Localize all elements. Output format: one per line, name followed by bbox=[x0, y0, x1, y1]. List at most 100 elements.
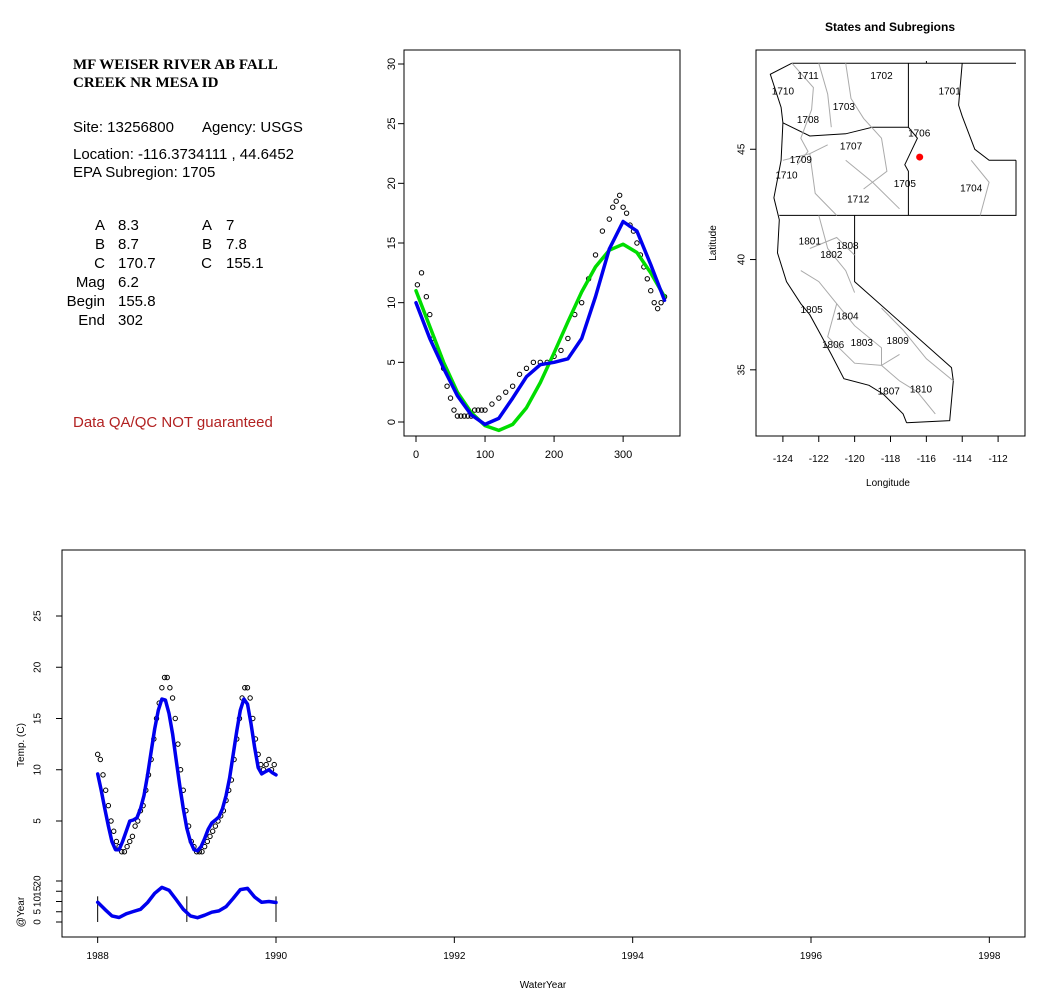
subregion-label: 1706 bbox=[908, 128, 931, 139]
param-label: Mag bbox=[75, 274, 105, 291]
y-axis-label: Latitude bbox=[708, 225, 719, 261]
y-tick-label: 15 bbox=[386, 237, 398, 249]
data-point bbox=[620, 204, 626, 210]
data-point bbox=[503, 389, 509, 395]
data-point bbox=[159, 685, 165, 691]
data-point bbox=[172, 715, 178, 722]
data-point bbox=[97, 756, 104, 763]
param-value: 155.1 bbox=[226, 255, 264, 272]
data-point bbox=[207, 833, 213, 840]
y-tick-label: 10 bbox=[33, 764, 44, 776]
x-tick-label: -116 bbox=[917, 454, 937, 465]
subregion-label: 1704 bbox=[960, 184, 983, 195]
param-value: 6.2 bbox=[118, 274, 139, 291]
data-point bbox=[489, 401, 495, 407]
data-point bbox=[418, 270, 425, 276]
subregion-label: 1702 bbox=[870, 71, 893, 82]
subregion-label: 1712 bbox=[847, 195, 870, 206]
data-point bbox=[271, 761, 277, 768]
data-point bbox=[658, 299, 664, 306]
param-label: End bbox=[78, 312, 105, 329]
param-label: B bbox=[201, 236, 212, 253]
data-point bbox=[244, 685, 251, 691]
subregion-label: 1808 bbox=[836, 241, 859, 252]
x-tick-label: 1990 bbox=[265, 951, 288, 962]
data-point bbox=[509, 383, 516, 389]
y-tick-label: 5 bbox=[33, 818, 44, 824]
data-point bbox=[634, 240, 640, 246]
site-info-panel: MF WEISER RIVER AB FALL CREEK NR MESA ID… bbox=[0, 0, 390, 500]
y-axis-label: @Year bbox=[16, 896, 27, 927]
y-tick-label: 25 bbox=[33, 610, 44, 622]
x-tick-label: 0 bbox=[413, 449, 419, 461]
subregion-label: 1709 bbox=[790, 155, 813, 166]
data-point bbox=[475, 407, 481, 413]
data-point bbox=[427, 311, 433, 318]
data-point bbox=[100, 772, 106, 778]
subregion-label: 1806 bbox=[822, 340, 845, 351]
data-point bbox=[414, 282, 421, 288]
data-point bbox=[451, 407, 457, 413]
blue-fit-line bbox=[414, 219, 667, 427]
subregion-label: 1703 bbox=[833, 102, 856, 113]
data-point bbox=[102, 787, 109, 793]
subregion-boundary bbox=[809, 236, 855, 256]
x-tick-label: -112 bbox=[988, 454, 1008, 465]
data-point bbox=[606, 216, 613, 222]
subregion-label: 1809 bbox=[887, 336, 910, 347]
site-location-marker bbox=[916, 153, 924, 161]
data-point bbox=[644, 276, 650, 282]
x-tick-label: 1992 bbox=[443, 951, 466, 962]
x-tick-label: 300 bbox=[614, 449, 632, 461]
subregion-label: 1801 bbox=[799, 237, 822, 248]
param-label: A bbox=[201, 217, 212, 234]
data-point bbox=[471, 407, 478, 413]
data-point bbox=[651, 299, 657, 306]
data-point bbox=[578, 299, 585, 306]
param-label: Begin bbox=[66, 293, 105, 310]
y-tick-label: 0 bbox=[33, 919, 44, 925]
data-point bbox=[167, 685, 173, 691]
location: Location: -116.3734111 , 44.6452 bbox=[73, 146, 295, 163]
subregion-label: 1805 bbox=[800, 305, 823, 316]
data-point bbox=[461, 413, 468, 419]
data-point bbox=[209, 828, 216, 834]
data-point bbox=[105, 802, 112, 809]
series-frame bbox=[61, 549, 1026, 938]
data-point bbox=[458, 413, 464, 419]
data-point bbox=[565, 335, 571, 342]
coastline bbox=[769, 62, 908, 423]
y-axis-label: Temp. (C) bbox=[16, 723, 27, 767]
subregion-boundary bbox=[881, 365, 936, 415]
data-point bbox=[247, 695, 253, 701]
param-label: C bbox=[201, 255, 212, 272]
y-tick-label: 40 bbox=[737, 254, 748, 266]
data-point bbox=[530, 359, 537, 366]
site-id: Site: 13256800 bbox=[73, 119, 174, 136]
y-tick-label: 15 bbox=[33, 885, 44, 897]
x-tick-label: 1994 bbox=[622, 951, 645, 962]
subregion-label: 1804 bbox=[836, 312, 859, 323]
x-tick-label: 1998 bbox=[978, 951, 1001, 962]
x-tick-label: -122 bbox=[809, 454, 829, 465]
year-cycle-line bbox=[95, 885, 278, 920]
y-tick-label: 20 bbox=[33, 661, 44, 673]
data-point bbox=[599, 228, 606, 234]
data-point bbox=[623, 210, 630, 216]
x-tick-label: 200 bbox=[545, 449, 563, 461]
subregion-boundary bbox=[818, 63, 832, 128]
data-point bbox=[113, 838, 120, 845]
state-border bbox=[782, 122, 909, 137]
subregion-label: 1701 bbox=[939, 87, 962, 98]
param-value: 302 bbox=[118, 312, 144, 329]
qa-note: Data QA/QC NOT guaranteed bbox=[73, 414, 273, 431]
y-tick-label: 15 bbox=[33, 713, 44, 725]
data-point bbox=[127, 838, 133, 845]
y-tick-label: 10 bbox=[33, 896, 44, 908]
x-tick-label: -114 bbox=[953, 454, 973, 465]
subregion-label: 1711 bbox=[797, 71, 819, 82]
data-point bbox=[447, 395, 454, 401]
subregion-label: 1810 bbox=[910, 384, 933, 395]
data-point bbox=[132, 823, 138, 829]
